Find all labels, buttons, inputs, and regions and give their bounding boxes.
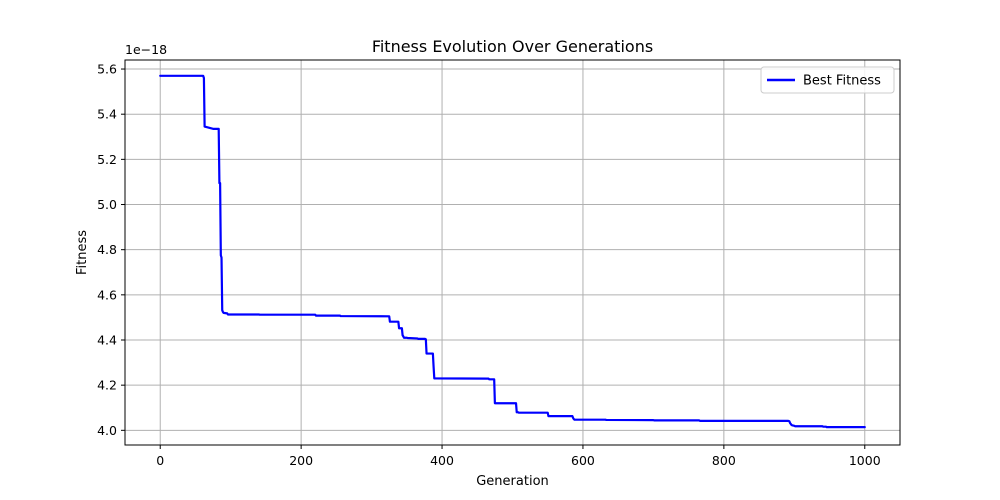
x-tick-label: 600 — [571, 453, 595, 468]
x-tick-label: 1000 — [849, 453, 881, 468]
legend-label-best-fitness: Best Fitness — [803, 74, 881, 89]
line-layer — [159, 74, 866, 429]
x-axis-label: Generation — [476, 474, 549, 489]
y-tick-label: 4.2 — [97, 378, 117, 393]
y-tick-label: 5.0 — [97, 197, 117, 212]
x-tick-label: 0 — [156, 453, 164, 468]
y-tick-label: 5.2 — [97, 152, 117, 167]
y-tick-label: 5.4 — [97, 107, 117, 122]
grid-layer — [125, 60, 900, 445]
x-tick-label: 800 — [712, 453, 736, 468]
y-axis-offset-label: 1e−18 — [125, 42, 167, 57]
axes-frame — [124, 59, 901, 446]
chart-title: Fitness Evolution Over Generations — [372, 37, 653, 56]
legend: Best Fitness — [760, 66, 895, 94]
series-line-best-fitness — [159, 74, 866, 429]
y-tick-label: 4.0 — [97, 423, 117, 438]
legend-box — [760, 66, 895, 94]
y-tick-label: 5.6 — [97, 62, 117, 77]
y-tick-label: 4.8 — [97, 242, 117, 257]
y-axis-label: Fitness — [75, 230, 90, 275]
x-tick-label: 200 — [289, 453, 313, 468]
y-tick-label: 4.4 — [97, 333, 117, 348]
x-tick-label: 400 — [430, 453, 454, 468]
y-tick-label: 4.6 — [97, 287, 117, 302]
tick-layer: 0 200 400 600 800 1000 4.0 4.2 4.4 4.6 4.8 5.0 5.2 5.… — [97, 62, 881, 468]
